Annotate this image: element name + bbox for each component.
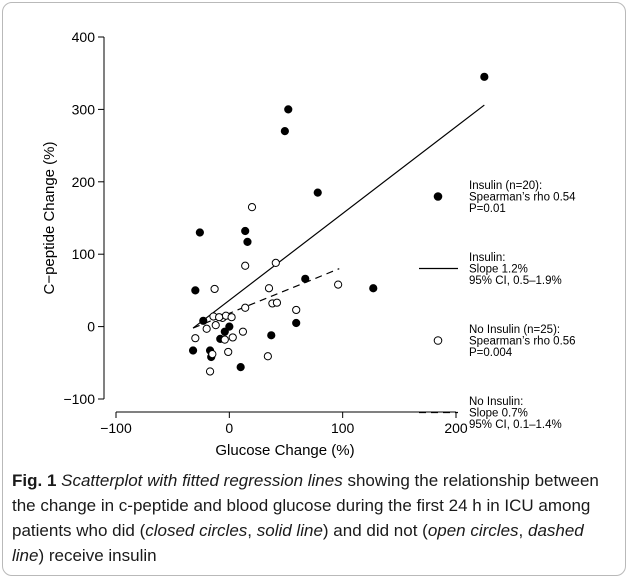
x-tick-label: 200 — [444, 420, 468, 436]
legend-text: Spearman’s rho 0.54 — [469, 192, 576, 204]
legend-text: 95% CI, 0.5–1.9% — [469, 275, 562, 287]
point-insulin — [369, 284, 378, 293]
legend-text: Insulin: — [469, 252, 505, 264]
point-insulin — [241, 226, 250, 236]
legend-text: 95% CI, 0.1–1.4% — [469, 419, 562, 431]
caption-closed-circles: closed circles — [145, 521, 248, 540]
point-no-insulin — [191, 334, 200, 343]
legend-text: Spearman’s rho 0.56 — [469, 336, 576, 348]
legend: Insulin (n=20):Spearman’s rho 0.54P=0.01… — [419, 180, 576, 431]
y-tick-label: 400 — [72, 29, 96, 45]
point-no-insulin — [228, 333, 237, 342]
point-insulin — [199, 316, 208, 325]
legend-text: P=0.004 — [469, 347, 513, 359]
point-no-insulin — [208, 350, 217, 359]
legend-text: P=0.01 — [469, 203, 506, 215]
point-insulin — [267, 331, 276, 340]
legend-filled-circle-icon — [433, 192, 443, 201]
point-no-insulin — [241, 261, 250, 270]
point-insulin — [313, 188, 322, 197]
point-insulin — [243, 237, 252, 246]
point-no-insulin — [238, 327, 248, 336]
point-no-insulin — [263, 352, 272, 361]
y-tick-label: 200 — [72, 174, 96, 190]
scatter-chart: −100 0 100 200 300 400 −100 0 100 200 Insulin (n=… — [41, 29, 576, 459]
point-no-insulin — [292, 305, 301, 315]
point-no-insulin — [271, 258, 280, 267]
y-tick-label: 300 — [72, 101, 96, 117]
figure-caption: Fig. 1 Scatterplot with fitted regressio… — [12, 468, 616, 568]
point-no-insulin — [215, 313, 224, 322]
legend-text: Slope 0.7% — [469, 408, 528, 420]
point-insulin — [236, 363, 245, 372]
caption-dashed-line: dashed line — [12, 521, 584, 565]
y-tick-label: 100 — [72, 246, 96, 262]
point-insulin — [280, 127, 289, 136]
caption-label: Fig. 1 — [12, 471, 57, 490]
point-no-insulin — [334, 280, 343, 289]
y-tick-label: 0 — [87, 319, 95, 335]
fit-line-insulin — [192, 104, 485, 329]
x-tick-label: 0 — [225, 420, 233, 436]
axes: −100 0 100 200 300 400 −100 0 100 200 — [63, 29, 467, 436]
point-no-insulin — [227, 313, 236, 322]
point-insulin — [480, 72, 489, 81]
x-tick-label: 100 — [331, 420, 355, 436]
point-insulin — [225, 322, 234, 331]
point-no-insulin — [202, 324, 211, 333]
x-tick-label: −100 — [100, 420, 132, 436]
point-insulin — [188, 346, 198, 355]
legend-text: Insulin (n=20): — [469, 180, 542, 192]
caption-sep-1: , — [247, 521, 257, 540]
point-no-insulin — [205, 367, 215, 376]
point-no-insulin — [247, 203, 257, 212]
caption-text-3: ) receive insulin — [38, 546, 157, 565]
point-no-insulin — [224, 347, 233, 357]
point-no-insulin — [264, 284, 274, 293]
y-axis-label: C−peptide Change (%) — [41, 141, 58, 294]
caption-open-circles: open circles — [427, 521, 519, 540]
point-insulin — [301, 274, 310, 283]
point-insulin — [284, 105, 293, 114]
point-insulin — [220, 327, 229, 336]
point-insulin — [195, 228, 204, 237]
figure-frame — [2, 2, 626, 576]
caption-solid-line: solid line — [256, 521, 323, 540]
point-no-insulin — [210, 284, 219, 294]
caption-title: Scatterplot with fitted regression lines — [61, 471, 343, 490]
point-no-insulin — [241, 303, 250, 312]
point-no-insulin — [211, 321, 220, 330]
legend-text: No Insulin: — [469, 396, 523, 408]
point-insulin — [191, 286, 200, 295]
point-no-insulin — [272, 298, 282, 307]
legend-text: Slope 1.2% — [469, 264, 528, 276]
caption-sep-2: , — [518, 521, 528, 540]
data-points — [188, 72, 489, 376]
x-axis-label: Glucose Change (%) — [215, 442, 354, 459]
legend-open-circle-icon — [433, 336, 443, 345]
y-tick-label: −100 — [63, 391, 95, 407]
caption-text-1: showing the relationship between the cha… — [12, 471, 599, 540]
caption-text-2: ) and did not ( — [322, 521, 428, 540]
point-insulin — [292, 318, 301, 328]
fit-lines — [192, 104, 485, 329]
legend-text: No Insulin (n=25): — [469, 324, 560, 336]
point-no-insulin — [220, 335, 229, 344]
